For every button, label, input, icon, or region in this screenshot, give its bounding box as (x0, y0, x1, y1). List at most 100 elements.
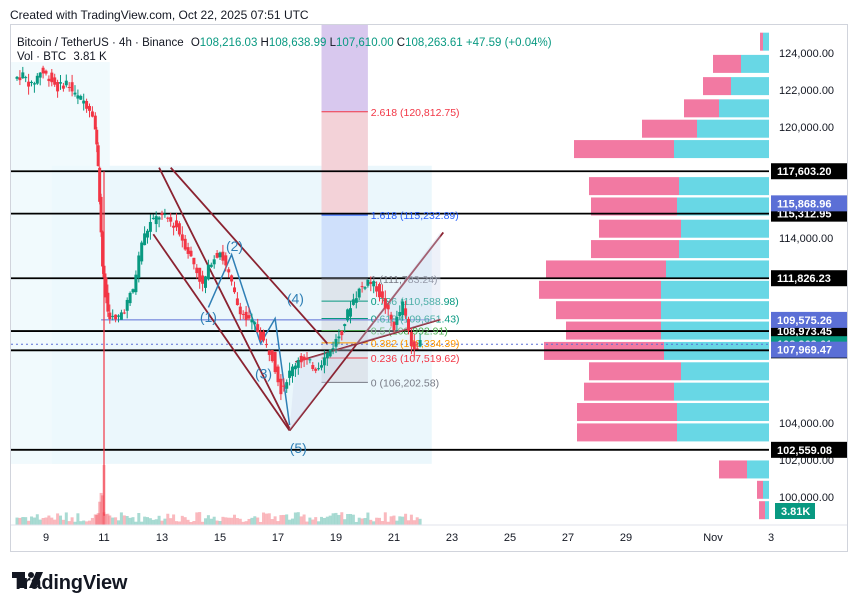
volume-bar (418, 518, 422, 525)
level-price-badge (771, 270, 847, 287)
candle-body (383, 298, 387, 309)
price-tick-label: 122,000.00 (779, 85, 834, 97)
candle-body (253, 322, 257, 325)
volume-bar (24, 517, 28, 525)
volume-bar (61, 519, 65, 525)
channel-upper-line[interactable] (288, 231, 445, 432)
level-price-label: 117,603.20 (777, 166, 831, 178)
wave-label: (5) (290, 440, 307, 456)
ohlc-high: 108,638.99 (268, 37, 327, 49)
volume-bar (267, 513, 271, 525)
volume-label[interactable]: Vol · BTC (17, 51, 67, 63)
range-backdrop-left (11, 62, 110, 464)
volume-bar (172, 514, 176, 525)
candle-body (351, 299, 355, 305)
candle-body (386, 304, 390, 310)
candle-body (119, 312, 123, 320)
candle-body (235, 298, 239, 306)
volume-profile-buy-bar (763, 32, 769, 51)
chart-pane[interactable]: 2.618 (120,812.75) 1.618 (115,232.89) 1 (1… (10, 24, 848, 552)
tradingview-logo[interactable]: TradingView (12, 570, 127, 596)
volume-bar (340, 512, 344, 525)
volume-profile-sell-bar (589, 177, 679, 196)
volume-bar (409, 514, 413, 525)
candle-body (218, 252, 222, 258)
candle-body (82, 100, 86, 104)
candle-body (177, 223, 181, 235)
brand-name: TradingView (12, 571, 128, 594)
volume-bar (79, 521, 83, 525)
candle-body (328, 349, 332, 357)
candle-body (398, 311, 402, 317)
volume-bar (380, 521, 384, 525)
time-tick-label: 27 (562, 532, 574, 544)
fib-zone-mid (321, 111, 368, 216)
volume-profile-buy-bar (661, 301, 769, 320)
wedge-lower-line[interactable] (152, 233, 291, 432)
candle-body (64, 80, 68, 86)
candle-body (175, 220, 178, 228)
volume-bar (163, 518, 167, 525)
candle-body (418, 340, 422, 347)
volume-bar (366, 512, 370, 525)
candle-body (357, 288, 361, 298)
volume-bar (224, 517, 228, 525)
price-chart[interactable]: 2.618 (120,812.75) 1.618 (115,232.89) 1 (1… (11, 25, 848, 552)
volume-bar (206, 515, 210, 525)
candle-body (267, 350, 271, 355)
volume-profile-buy-bar (679, 240, 769, 259)
wedge-top-line[interactable] (170, 166, 328, 345)
volume-bar (343, 519, 347, 525)
volume-profile-buy-bar (697, 119, 769, 138)
volume-bar (114, 517, 118, 525)
candle-body (311, 365, 315, 369)
volume-bar (104, 514, 108, 525)
candle-body (169, 217, 173, 222)
volume-bar (32, 517, 36, 525)
price-tick-label: 120,000.00 (779, 122, 834, 134)
channel-lower-line[interactable] (295, 318, 441, 363)
volume-bar (98, 501, 102, 525)
volume-bar (67, 521, 71, 525)
candle-body (44, 70, 48, 74)
candle-body (143, 233, 147, 246)
candle-body (192, 257, 196, 265)
candle-body (201, 275, 205, 284)
volume-bar (308, 517, 312, 525)
volume-bar (378, 517, 381, 525)
candle-body (146, 230, 149, 238)
symbol-legend: Bitcoin / TetherUS · 4h · Binance O108,2… (17, 35, 552, 51)
candle-body (32, 83, 36, 85)
wedge-upper-line[interactable] (158, 167, 291, 430)
volume-bar (392, 515, 396, 525)
volume-bar (372, 521, 376, 525)
volume-bar (148, 518, 152, 525)
candle-body (296, 360, 300, 368)
candle-body (76, 95, 80, 99)
fib-zone-top (321, 25, 368, 112)
volume-bar (262, 512, 265, 525)
elliott-wave-path[interactable] (207, 252, 291, 426)
candle-body (79, 96, 83, 100)
candle-body (360, 286, 364, 288)
candle-body (293, 365, 297, 370)
candle-body (322, 357, 326, 366)
candle-body (404, 308, 408, 316)
volume-bar (70, 517, 74, 525)
volume-bar (21, 517, 25, 525)
volume-bar (412, 520, 416, 525)
time-tick-label: 13 (156, 532, 168, 544)
fib-level-label: 0.786 (110,588.98) (371, 296, 459, 308)
volume-bar (325, 516, 329, 525)
candle-body (172, 225, 176, 228)
symbol-name[interactable]: Bitcoin / TetherUS · 4h · Binance (17, 37, 184, 49)
candle-body (70, 82, 74, 92)
wave-label: (4) (287, 291, 304, 307)
volume-bar (221, 516, 225, 525)
level-price-label: 108,973.45 (777, 326, 832, 338)
time-tick-label: 15 (214, 532, 226, 544)
candle-body (354, 298, 358, 303)
volume-profile-sell-bar (589, 362, 681, 381)
candle-body (380, 291, 384, 298)
volume-bar (389, 516, 393, 525)
